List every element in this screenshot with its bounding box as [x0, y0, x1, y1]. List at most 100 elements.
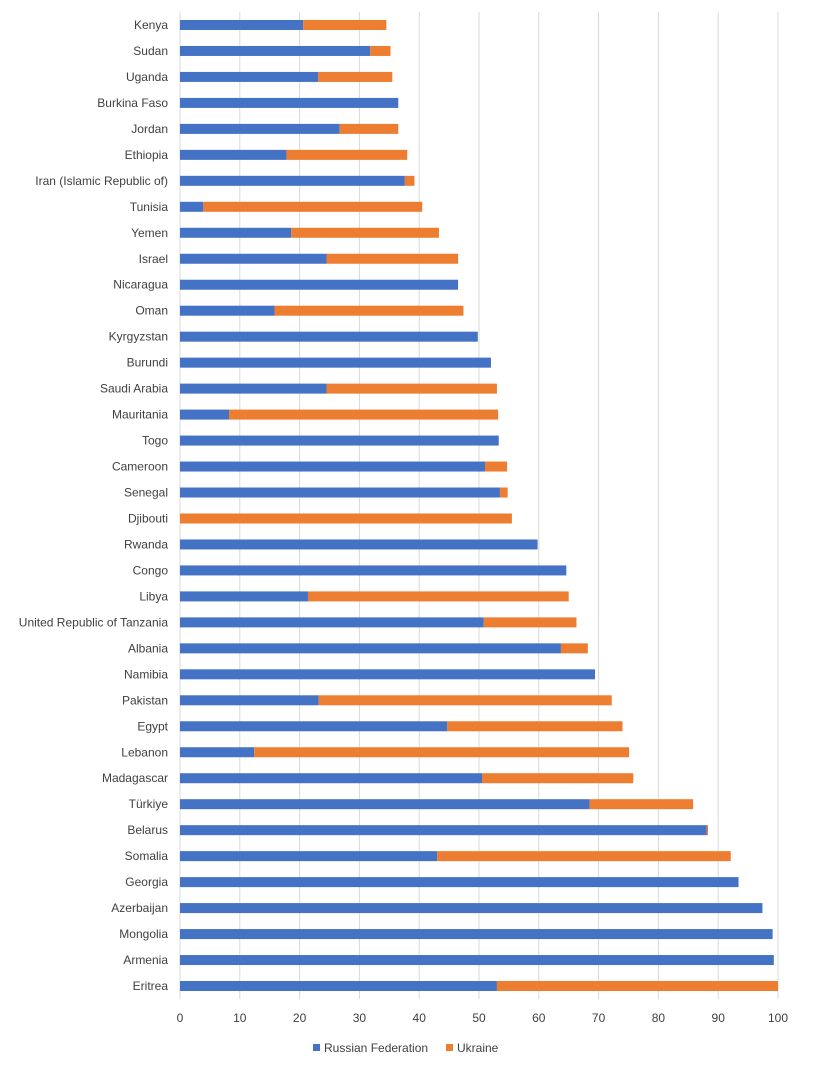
- bar-russian-federation: [180, 279, 459, 290]
- category-label: Iran (Islamic Republic of): [35, 174, 168, 188]
- x-tick-label: 80: [652, 1011, 666, 1025]
- bar-ukraine: [303, 19, 387, 30]
- bar-ukraine: [339, 123, 399, 134]
- category-label: Nicaragua: [113, 278, 168, 292]
- bars: [180, 19, 778, 992]
- bar-ukraine: [291, 227, 439, 238]
- bar-ukraine: [437, 851, 731, 862]
- category-label: Tunisia: [130, 200, 169, 214]
- category-label: Sudan: [133, 44, 168, 58]
- bar-russian-federation: [180, 981, 497, 992]
- category-label: Oman: [135, 304, 168, 318]
- bar-russian-federation: [180, 825, 707, 836]
- bar-ukraine: [706, 825, 709, 836]
- x-tick-label: 50: [472, 1011, 486, 1025]
- category-label: United Republic of Tanzania: [19, 615, 169, 629]
- bar-russian-federation: [180, 19, 304, 30]
- legend-swatch-ukraine: [446, 1044, 453, 1051]
- bar-ukraine: [496, 981, 778, 992]
- bar-russian-federation: [180, 123, 340, 134]
- category-label: Uganda: [126, 70, 168, 84]
- category-label: Cameroon: [112, 460, 168, 474]
- bar-ukraine: [307, 591, 569, 602]
- bar-ukraine: [318, 695, 612, 706]
- category-label: Eritrea: [133, 979, 169, 993]
- x-tick-label: 40: [413, 1011, 427, 1025]
- bar-ukraine: [499, 487, 508, 498]
- bar-russian-federation: [180, 305, 275, 316]
- category-label: Senegal: [124, 486, 168, 500]
- bar-ukraine: [481, 773, 634, 784]
- category-label: Djibouti: [128, 511, 168, 525]
- bar-russian-federation: [180, 721, 448, 732]
- category-label: Namibia: [124, 667, 168, 681]
- bar-ukraine: [229, 409, 499, 420]
- bar-russian-federation: [180, 409, 230, 420]
- bar-russian-federation: [180, 851, 438, 862]
- category-label: Lebanon: [121, 745, 168, 759]
- bar-russian-federation: [180, 643, 561, 654]
- bar-ukraine: [370, 45, 391, 56]
- bar-ukraine: [326, 383, 497, 394]
- bar-russian-federation: [180, 747, 255, 758]
- x-tick-label: 10: [233, 1011, 247, 1025]
- bar-russian-federation: [180, 617, 484, 628]
- x-tick-label: 70: [592, 1011, 606, 1025]
- category-label: Mauritania: [112, 408, 168, 422]
- bar-russian-federation: [180, 149, 287, 160]
- y-axis-labels: Kenya Sudan Uganda Burkina Faso Jordan Ethiop…: [19, 18, 169, 993]
- legend-swatch-russian-federation: [313, 1044, 320, 1051]
- bar-russian-federation: [180, 461, 485, 472]
- category-label: Pakistan: [122, 693, 168, 707]
- bar-ukraine: [404, 175, 415, 186]
- category-label: Libya: [139, 589, 168, 603]
- category-label: Albania: [128, 641, 168, 655]
- bar-ukraine: [203, 201, 423, 212]
- bar-russian-federation: [180, 539, 538, 550]
- bar-russian-federation: [180, 877, 739, 888]
- bar-russian-federation: [180, 357, 491, 368]
- category-label: Armenia: [123, 953, 168, 967]
- bar-russian-federation: [180, 97, 399, 108]
- category-label: Kenya: [134, 18, 168, 32]
- bar-russian-federation: [180, 435, 499, 446]
- bar-russian-federation: [180, 227, 292, 238]
- category-label: Jordan: [131, 122, 168, 136]
- x-tick-label: 90: [712, 1011, 726, 1025]
- category-label: Belarus: [127, 823, 168, 837]
- category-label: Ethiopia: [125, 148, 169, 162]
- x-tick-label: 30: [353, 1011, 367, 1025]
- bar-ukraine: [589, 799, 694, 810]
- bar-russian-federation: [180, 773, 482, 784]
- bar-russian-federation: [180, 929, 773, 940]
- x-tick-label: 20: [293, 1011, 307, 1025]
- bar-ukraine: [326, 253, 459, 264]
- gridlines: [179, 12, 779, 999]
- category-label: Egypt: [137, 719, 168, 733]
- bar-russian-federation: [180, 253, 327, 264]
- category-label: Azerbaijan: [111, 901, 168, 915]
- category-label: Israel: [139, 252, 168, 266]
- bar-russian-federation: [180, 71, 319, 82]
- category-label: Saudi Arabia: [100, 382, 168, 396]
- bar-russian-federation: [180, 201, 204, 212]
- legend-label-ukraine: Ukraine: [457, 1041, 499, 1055]
- legend-label-russian-federation: Russian Federation: [324, 1041, 428, 1055]
- bar-russian-federation: [180, 903, 763, 914]
- category-label: Yemen: [131, 226, 168, 240]
- bar-russian-federation: [180, 565, 567, 576]
- bar-russian-federation: [180, 799, 590, 810]
- x-tick-label: 60: [532, 1011, 546, 1025]
- category-label: Somalia: [125, 849, 169, 863]
- bar-russian-federation: [180, 383, 327, 394]
- bar-ukraine: [318, 71, 393, 82]
- category-label: Mongolia: [119, 927, 168, 941]
- bar-ukraine: [560, 643, 588, 654]
- category-label: Georgia: [125, 875, 168, 889]
- category-label: Burkina Faso: [97, 96, 168, 110]
- bar-russian-federation: [180, 175, 405, 186]
- bar-ukraine: [180, 513, 512, 524]
- x-axis-labels: 0 10 20 30 40 50 60 70 80 90 100: [177, 1011, 789, 1025]
- bar-ukraine: [447, 721, 623, 732]
